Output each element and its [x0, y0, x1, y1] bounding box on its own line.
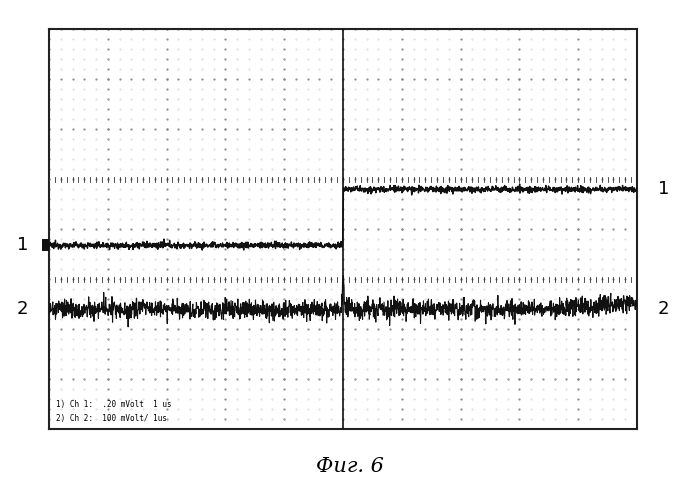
Text: 2: 2 — [658, 301, 669, 318]
Bar — [42, 240, 49, 251]
Text: 1: 1 — [658, 181, 669, 198]
Text: 2: 2 — [17, 301, 28, 318]
Text: 1) Ch 1:  .20 mVolt  1 us: 1) Ch 1: .20 mVolt 1 us — [56, 401, 172, 409]
Text: Фиг. 6: Фиг. 6 — [316, 457, 384, 476]
Text: 2) Ch 2:  100 mVolt/ 1us: 2) Ch 2: 100 mVolt/ 1us — [56, 414, 167, 423]
Text: 1: 1 — [17, 236, 28, 254]
